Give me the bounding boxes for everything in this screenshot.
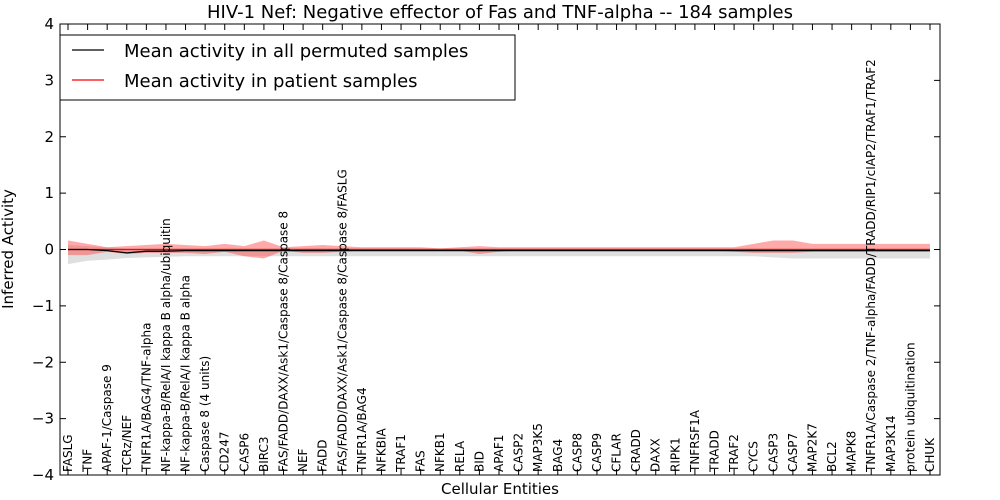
x-tick-label: MAP3K14: [884, 415, 898, 472]
x-tick-label: RIPK1: [668, 437, 682, 472]
x-tick-label: CFLAR: [610, 433, 624, 472]
y-tick-label: 4: [44, 15, 54, 33]
y-tick-label: 1: [44, 184, 54, 202]
x-tick-label: NF-kappa-B/RelA/I kappa B alpha/ubiquiti…: [159, 218, 173, 472]
y-tick-label: 0: [44, 241, 54, 259]
x-tick-label: NFKB1: [433, 432, 447, 472]
x-tick-label: CD247: [218, 431, 232, 472]
y-tick-label: 2: [44, 128, 54, 146]
x-tick-label: CASP8: [570, 433, 584, 472]
chart-title: HIV-1 Nef: Negative effector of Fas and …: [207, 2, 793, 23]
x-tick-label: TNFR1A/Caspase 2/TNF-alpha/FADD/TRADD/RI…: [864, 59, 878, 473]
x-tick-label: DAXX: [649, 438, 663, 472]
x-tick-label: TNFRSF1A: [688, 409, 702, 473]
x-tick-label: BCL2: [825, 441, 839, 472]
x-tick-label: MAP2K7: [805, 423, 819, 472]
x-tick-label: TRADD: [708, 430, 722, 473]
x-tick-label: Caspase 8 (4 units): [198, 356, 212, 472]
x-tick-label: protein ubiquitination: [903, 342, 917, 472]
y-tick-label: −4: [32, 466, 54, 484]
x-tick-label: RELA: [453, 440, 467, 472]
x-tick-label: CHUK: [923, 437, 937, 472]
x-tick-label: MAPK8: [845, 431, 859, 472]
x-tick-labels: FASLG TNF APAF-1/Caspase 9 TCRz/NEF TNFR1A/B…: [61, 59, 937, 473]
x-tick-label: CASP2: [512, 433, 526, 472]
x-tick-label: NFKBIA: [374, 427, 388, 472]
y-tick-label: −1: [32, 297, 54, 315]
legend-label-patient: Mean activity in patient samples: [124, 71, 418, 92]
x-tick-label: CRADD: [629, 429, 643, 472]
x-tick-label: NEF: [296, 448, 310, 472]
x-tick-label: CASP7: [786, 433, 800, 472]
y-tick-label: −3: [32, 410, 54, 428]
x-tick-label: TRAF2: [727, 434, 741, 473]
x-tick-label: TCRz/NEF: [120, 415, 134, 473]
x-tick-label: FAS/FADD/DAXX/Ask1/Caspase 8/Caspase 8: [277, 211, 291, 472]
x-axis-label: Cellular Entities: [441, 480, 559, 498]
x-tick-label: TRAF1: [394, 434, 408, 473]
x-tick-label: MAP3K5: [531, 423, 545, 472]
x-tick-label: NF-kappa-B/RelA/I kappa B alpha: [179, 275, 193, 472]
x-tick-label: CASP6: [237, 433, 251, 472]
x-tick-label: CASP3: [766, 433, 780, 472]
x-tick-label: TNFR1A/BAG4: [355, 387, 369, 473]
x-tick-label: TNF: [81, 449, 95, 473]
x-tick-label: CASP9: [590, 433, 604, 472]
x-axis: [67, 24, 931, 475]
x-tick-label: CYCS: [747, 441, 761, 472]
x-tick-label: BID: [472, 451, 486, 472]
legend: Mean activity in all permuted samples Me…: [59, 34, 516, 101]
plot-frame: [59, 23, 941, 476]
plot-area: [68, 240, 930, 265]
legend-box: [59, 34, 516, 101]
line-series-0: [68, 248, 930, 254]
legend-label-permuted: Mean activity in all permuted samples: [124, 41, 468, 62]
x-tick-label: APAF1: [492, 435, 506, 472]
x-tick-label: FAS/FADD/DAXX/Ask1/Caspase 8/Caspase 8/F…: [335, 169, 349, 472]
y-tick-label: −2: [32, 353, 54, 371]
x-tick-label: BIRC3: [257, 436, 271, 472]
x-tick-label: FADD: [316, 440, 330, 473]
x-tick-label: BAG4: [551, 439, 565, 472]
y-tick-label: 3: [44, 71, 54, 89]
x-tick-label: FASLG: [61, 434, 75, 472]
x-tick-label: TNFR1A/BAG4/TNF-alpha: [139, 323, 153, 473]
x-tick-label: FAS: [414, 450, 428, 472]
x-tick-label: APAF-1/Caspase 9: [100, 364, 114, 472]
y-axis: 4 3 2 1 0 −1 −2 −3 −4: [32, 15, 940, 484]
y-axis-label: Inferred Activity: [0, 189, 17, 309]
